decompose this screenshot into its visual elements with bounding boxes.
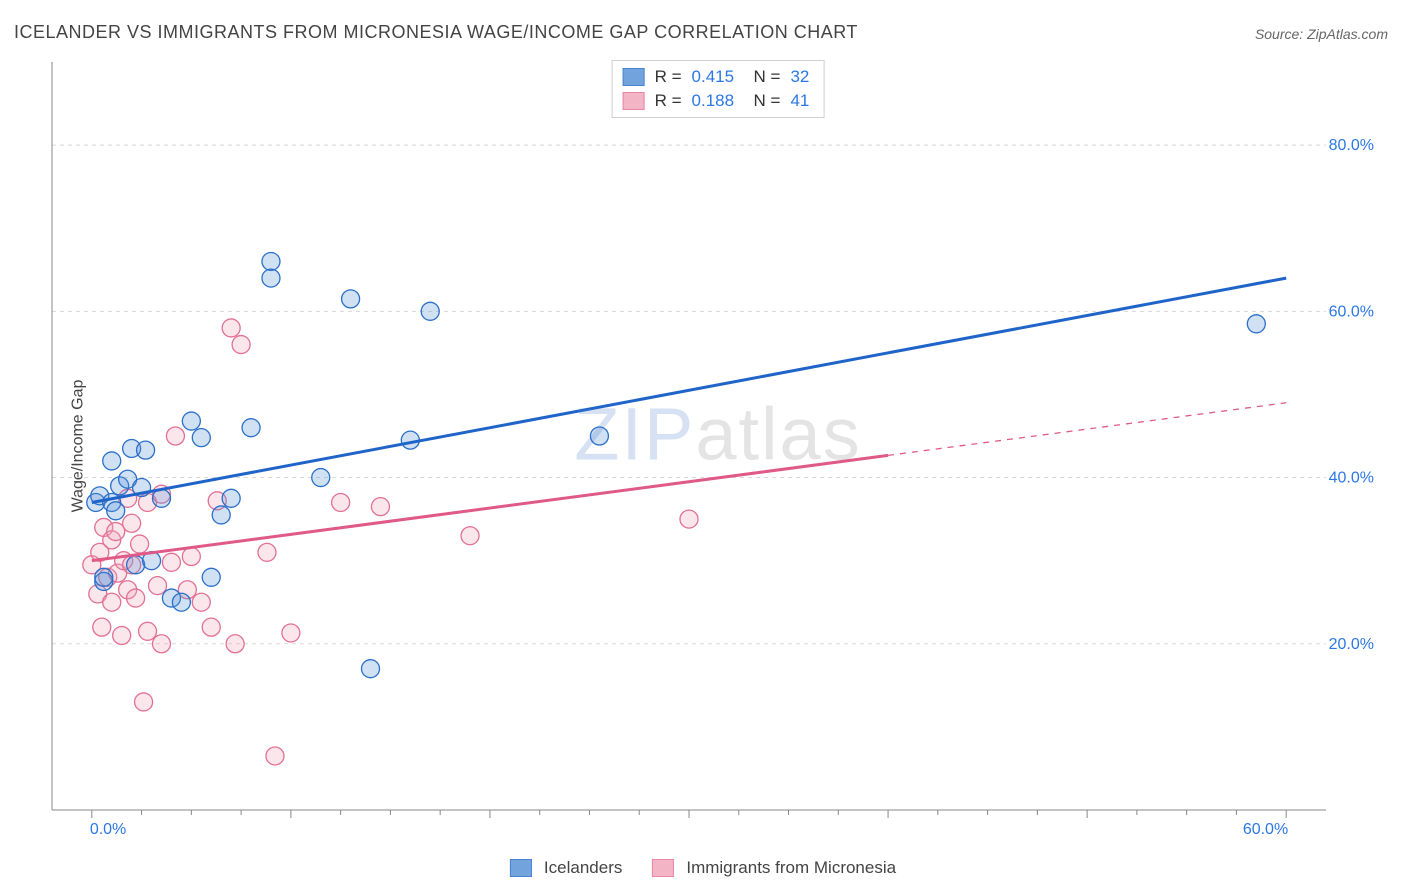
legend-label: Icelanders (544, 858, 622, 878)
swatch-icon (623, 92, 645, 110)
plot-area: 20.0% 40.0% 60.0% 80.0% 0.0% 60.0% R = 0.415 … (50, 60, 1386, 840)
svg-text:60.0%: 60.0% (1243, 821, 1288, 838)
scatter-chart-svg: 20.0% 40.0% 60.0% 80.0% 0.0% 60.0% (50, 60, 1386, 840)
source-label: Source: ZipAtlas.com (1255, 26, 1388, 42)
svg-text:80.0%: 80.0% (1329, 137, 1374, 154)
svg-text:60.0%: 60.0% (1329, 303, 1374, 320)
stats-n-value: 32 (790, 67, 809, 87)
legend-item-1: Immigrants from Micronesia (652, 858, 896, 878)
stats-r-value: 0.188 (692, 91, 735, 111)
svg-text:0.0%: 0.0% (90, 821, 126, 838)
stats-r-label: R = (655, 91, 682, 111)
bottom-legend: Icelanders Immigrants from Micronesia (510, 858, 896, 878)
source-prefix: Source: (1255, 26, 1307, 42)
stats-row-series-1: R = 0.188 N = 41 (623, 89, 814, 113)
chart-title: ICELANDER VS IMMIGRANTS FROM MICRONESIA … (14, 22, 858, 43)
stats-n-label: N = (744, 91, 780, 111)
stats-r-value: 0.415 (692, 67, 735, 87)
swatch-icon (510, 859, 532, 877)
svg-text:20.0%: 20.0% (1329, 636, 1374, 653)
stats-n-label: N = (744, 67, 780, 87)
stats-r-label: R = (655, 67, 682, 87)
stats-legend-box: R = 0.415 N = 32 R = 0.188 N = 41 (612, 60, 825, 118)
swatch-icon (652, 859, 674, 877)
stats-row-series-0: R = 0.415 N = 32 (623, 65, 814, 89)
swatch-icon (623, 68, 645, 86)
legend-item-0: Icelanders (510, 858, 622, 878)
source-name: ZipAtlas.com (1307, 26, 1388, 42)
svg-text:40.0%: 40.0% (1329, 470, 1374, 487)
stats-n-value: 41 (790, 91, 809, 111)
legend-label: Immigrants from Micronesia (686, 858, 896, 878)
